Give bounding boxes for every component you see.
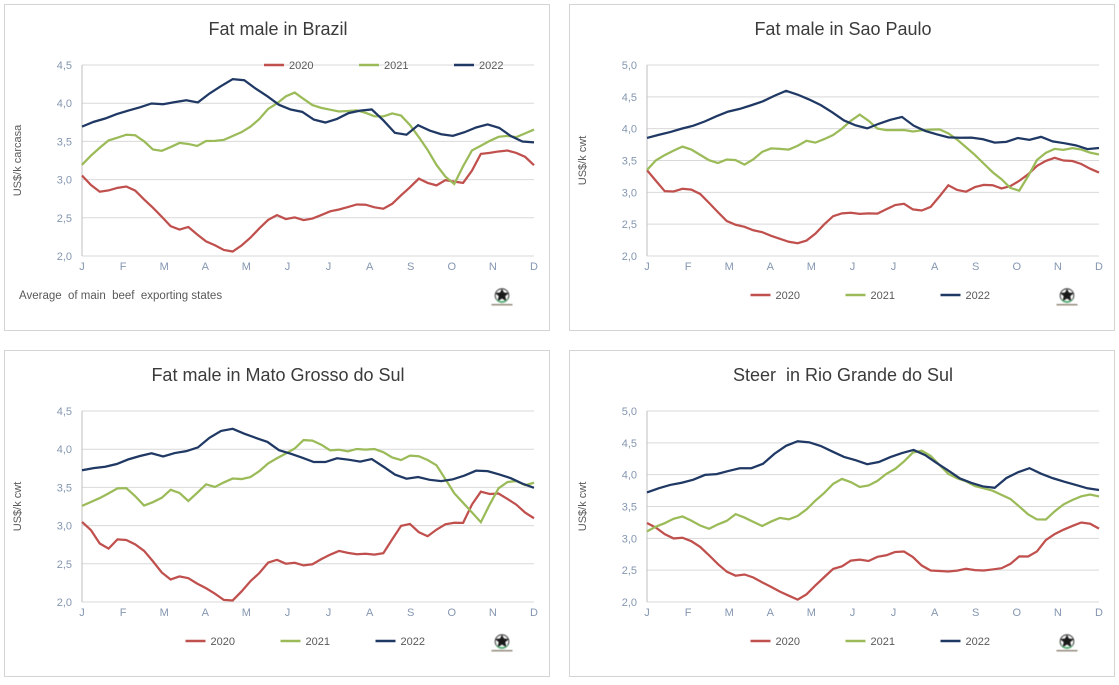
svg-text:J: J — [850, 261, 856, 273]
svg-text:J: J — [644, 261, 650, 273]
svg-text:3,5: 3,5 — [57, 136, 72, 148]
svg-text:3,5: 3,5 — [622, 156, 637, 168]
svg-text:2,5: 2,5 — [622, 565, 637, 577]
svg-text:2022: 2022 — [401, 636, 425, 648]
svg-text:F: F — [120, 261, 127, 273]
svg-text:2020: 2020 — [289, 60, 313, 72]
svg-text:J: J — [326, 607, 332, 619]
svg-text:4,0: 4,0 — [57, 444, 72, 456]
svg-text:Steer in Rio Grande do Sul: Steer in Rio Grande do Sul — [733, 365, 953, 385]
svg-text:M: M — [242, 607, 251, 619]
svg-text:O: O — [448, 607, 457, 619]
svg-text:N: N — [489, 607, 497, 619]
svg-text:2021: 2021 — [306, 636, 330, 648]
svg-text:D: D — [1095, 607, 1103, 619]
svg-text:N: N — [1054, 261, 1062, 273]
svg-text:J: J — [644, 607, 650, 619]
svg-text:O: O — [448, 261, 457, 273]
svg-text:2,5: 2,5 — [622, 219, 637, 231]
svg-text:2,0: 2,0 — [57, 597, 72, 609]
svg-text:2,0: 2,0 — [622, 597, 637, 609]
svg-text:5,0: 5,0 — [622, 60, 637, 72]
svg-text:M: M — [160, 607, 169, 619]
svg-text:M: M — [725, 261, 734, 273]
svg-text:S: S — [972, 261, 979, 273]
svg-text:3,0: 3,0 — [57, 175, 72, 187]
svg-text:O: O — [1013, 607, 1022, 619]
svg-text:Fat male in Sao Paulo: Fat male in Sao Paulo — [754, 19, 931, 39]
svg-text:4,5: 4,5 — [622, 92, 637, 104]
svg-text:Fat male in Mato Grosso do Sul: Fat male in Mato Grosso do Sul — [151, 365, 404, 385]
svg-text:D: D — [530, 261, 538, 273]
svg-text:A: A — [366, 607, 374, 619]
svg-text:Average of main beef export: Average of main beef exporting states — [19, 290, 222, 302]
svg-text:J: J — [79, 607, 85, 619]
svg-text:A: A — [767, 607, 775, 619]
svg-text:A: A — [366, 261, 374, 273]
svg-text:3,5: 3,5 — [622, 502, 637, 514]
svg-text:US$/k cwt: US$/k cwt — [577, 136, 589, 186]
svg-text:M: M — [160, 261, 169, 273]
svg-text:4,5: 4,5 — [57, 406, 72, 418]
svg-text:S: S — [407, 607, 414, 619]
svg-text:O: O — [1013, 261, 1022, 273]
svg-text:A: A — [202, 607, 210, 619]
svg-text:J: J — [285, 261, 291, 273]
svg-text:D: D — [1095, 261, 1103, 273]
svg-text:2021: 2021 — [871, 636, 895, 648]
svg-text:D: D — [530, 607, 538, 619]
svg-text:3,0: 3,0 — [622, 533, 637, 545]
svg-text:Fat male in Brazil: Fat male in Brazil — [208, 19, 347, 39]
svg-text:M: M — [807, 607, 816, 619]
svg-text:5,0: 5,0 — [622, 406, 637, 418]
svg-text:M: M — [242, 261, 251, 273]
svg-text:J: J — [285, 607, 291, 619]
svg-text:J: J — [891, 607, 897, 619]
svg-text:US$/k carcasa: US$/k carcasa — [12, 124, 24, 196]
svg-text:2020: 2020 — [776, 636, 800, 648]
svg-text:4,5: 4,5 — [622, 438, 637, 450]
svg-text:A: A — [931, 261, 939, 273]
svg-text:N: N — [489, 261, 497, 273]
svg-text:3,0: 3,0 — [622, 187, 637, 199]
svg-text:2,0: 2,0 — [57, 251, 72, 263]
svg-text:S: S — [407, 261, 414, 273]
svg-text:4,0: 4,0 — [57, 98, 72, 110]
svg-text:A: A — [767, 261, 775, 273]
svg-text:J: J — [850, 607, 856, 619]
svg-text:4,0: 4,0 — [622, 124, 637, 136]
svg-text:2022: 2022 — [966, 636, 990, 648]
svg-text:2,5: 2,5 — [57, 559, 72, 571]
svg-text:4,5: 4,5 — [57, 60, 72, 72]
svg-text:2021: 2021 — [871, 290, 895, 302]
svg-text:2022: 2022 — [479, 60, 503, 72]
svg-text:N: N — [1054, 607, 1062, 619]
svg-text:A: A — [202, 261, 210, 273]
svg-text:F: F — [120, 607, 127, 619]
svg-text:A: A — [931, 607, 939, 619]
svg-text:US$/k cwt: US$/k cwt — [12, 482, 24, 532]
svg-text:J: J — [79, 261, 85, 273]
svg-text:2022: 2022 — [966, 290, 990, 302]
svg-text:M: M — [725, 607, 734, 619]
svg-text:S: S — [972, 607, 979, 619]
svg-text:2020: 2020 — [211, 636, 235, 648]
svg-text:2,0: 2,0 — [622, 251, 637, 263]
svg-text:2,5: 2,5 — [57, 213, 72, 225]
svg-text:M: M — [807, 261, 816, 273]
svg-text:J: J — [326, 261, 332, 273]
svg-text:F: F — [685, 607, 692, 619]
svg-text:US$/k cwt: US$/k cwt — [577, 482, 589, 532]
svg-text:F: F — [685, 261, 692, 273]
svg-text:3,0: 3,0 — [57, 521, 72, 533]
svg-text:4,0: 4,0 — [622, 470, 637, 482]
svg-text:J: J — [891, 261, 897, 273]
svg-text:2020: 2020 — [776, 290, 800, 302]
svg-text:2021: 2021 — [384, 60, 408, 72]
svg-text:3,5: 3,5 — [57, 482, 72, 494]
